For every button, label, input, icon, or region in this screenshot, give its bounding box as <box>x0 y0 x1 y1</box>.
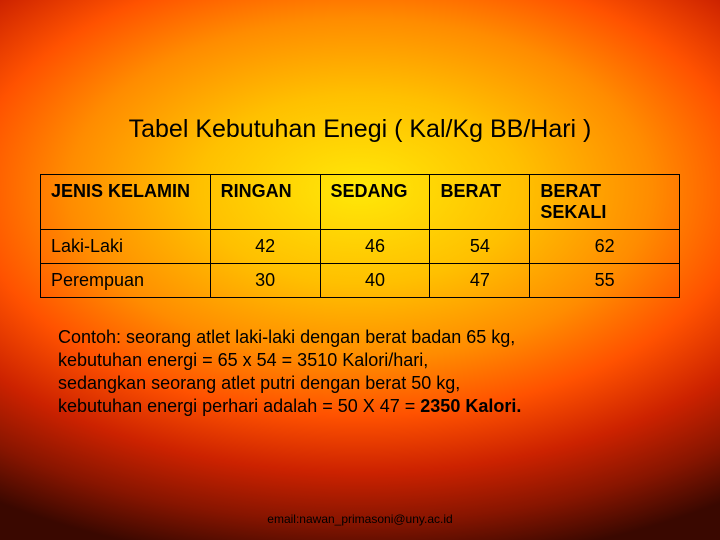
para-bold: 2350 Kalori. <box>420 396 521 416</box>
row-label: Perempuan <box>41 264 211 298</box>
cell: 54 <box>430 230 530 264</box>
col-header: JENIS KELAMIN <box>41 175 211 230</box>
table-row: Perempuan 30 40 47 55 <box>41 264 680 298</box>
col-header: RINGAN <box>210 175 320 230</box>
cell: 40 <box>320 264 430 298</box>
cell: 47 <box>430 264 530 298</box>
row-label: Laki-Laki <box>41 230 211 264</box>
example-paragraph: Contoh: seorang atlet laki-laki dengan b… <box>58 326 662 418</box>
col-header: BERAT <box>430 175 530 230</box>
para-line: Contoh: seorang atlet laki-laki dengan b… <box>58 327 515 347</box>
cell: 55 <box>530 264 680 298</box>
footer-email: email:nawan_primasoni@uny.ac.id <box>0 512 720 526</box>
col-header: SEDANG <box>320 175 430 230</box>
col-header: BERAT SEKALI <box>530 175 680 230</box>
energy-table: JENIS KELAMIN RINGAN SEDANG BERAT BERAT … <box>40 174 680 298</box>
cell: 42 <box>210 230 320 264</box>
para-line: kebutuhan energi perhari adalah = 50 X 4… <box>58 396 420 416</box>
table-row: Laki-Laki 42 46 54 62 <box>41 230 680 264</box>
slide-content: Tabel Kebutuhan Enegi ( Kal/Kg BB/Hari )… <box>0 0 720 418</box>
cell: 30 <box>210 264 320 298</box>
para-line: kebutuhan energi = 65 x 54 = 3510 Kalori… <box>58 350 428 370</box>
para-line: sedangkan seorang atlet putri dengan ber… <box>58 373 460 393</box>
table-header-row: JENIS KELAMIN RINGAN SEDANG BERAT BERAT … <box>41 175 680 230</box>
cell: 46 <box>320 230 430 264</box>
slide-title: Tabel Kebutuhan Enegi ( Kal/Kg BB/Hari ) <box>40 115 680 144</box>
cell: 62 <box>530 230 680 264</box>
